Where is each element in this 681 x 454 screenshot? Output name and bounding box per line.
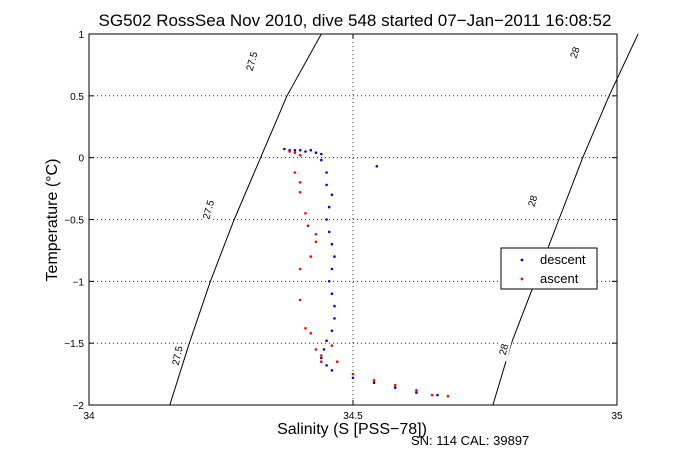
contour-label: 28 <box>569 45 583 59</box>
descent-point <box>351 376 355 380</box>
chart-title: SG502 RossSea Nov 2010, dive 548 started… <box>99 11 612 30</box>
ascent-point <box>314 348 318 351</box>
contour-label-bg <box>494 337 512 362</box>
descent-point <box>325 364 328 367</box>
contour-label: 28 <box>498 342 511 356</box>
descent-point <box>436 393 439 397</box>
descent-point <box>283 147 286 151</box>
ascent-point <box>320 354 323 357</box>
ascent-point <box>298 298 302 302</box>
legend-marker-ascent <box>520 277 524 281</box>
x-tick-label: 34.5 <box>343 411 363 422</box>
descent-point <box>327 230 331 234</box>
ascent-point <box>314 240 318 244</box>
descent-point <box>325 171 328 174</box>
contour-label: 27.5 <box>201 199 217 221</box>
descent-point <box>333 317 336 320</box>
descent-point <box>375 165 379 168</box>
ascent-point <box>288 150 291 153</box>
descent-point <box>325 218 328 221</box>
y-axis-label: Temperature (°C) <box>44 159 61 282</box>
legend-box <box>500 247 598 290</box>
ascent-point <box>306 224 310 227</box>
contour-label: 27.5 <box>245 50 261 72</box>
contour-label-bg <box>242 49 261 74</box>
descent-point <box>314 151 318 154</box>
x-axis-label: Salinity (S [PSS−78]) <box>277 421 427 438</box>
ascent-point <box>298 191 302 194</box>
contour-label-bg <box>169 343 186 368</box>
ascent-point <box>298 153 302 157</box>
calibration-footer: SN: 114 CAL: 39897 <box>411 433 529 448</box>
axis-ticks: 34 34.5 35 −2 −1.5 −1 −0.5 0 0.5 1 <box>64 30 623 422</box>
legend-label-ascent: ascent <box>540 271 579 286</box>
descent-point <box>330 329 334 333</box>
ascent-point <box>351 372 355 376</box>
y-tick-label: 0.5 <box>70 92 84 103</box>
descent-point <box>330 292 334 296</box>
descent-point <box>327 205 331 209</box>
ascent-point <box>415 388 418 392</box>
ascent-point <box>309 332 313 335</box>
ascent-point <box>304 212 307 215</box>
density-contour-line <box>492 33 639 406</box>
y-tick-label: −2 <box>73 401 85 412</box>
data-points <box>283 147 450 398</box>
descent-point <box>330 267 334 271</box>
descent-point <box>320 158 323 162</box>
descent-point <box>325 339 328 343</box>
ascent-point <box>314 233 318 236</box>
ascent-point <box>393 383 397 387</box>
descent-point <box>330 193 334 197</box>
descent-point <box>327 280 331 283</box>
descent-point <box>372 381 376 385</box>
descent-point <box>320 356 323 360</box>
descent-point <box>325 183 328 187</box>
contour-label-bg <box>199 197 217 222</box>
ascent-point <box>330 344 334 347</box>
contour-label-bg <box>523 188 542 214</box>
ascent-point <box>298 267 302 271</box>
descent-point <box>320 152 323 156</box>
descent-point <box>415 391 418 394</box>
contour-label: 28 <box>527 194 541 208</box>
y-tick-label: −1.5 <box>64 339 84 350</box>
density-contour-line <box>169 33 322 406</box>
ascent-point <box>446 395 450 398</box>
ascent-point <box>309 255 313 258</box>
descent-point <box>330 369 334 372</box>
descent-point <box>333 304 336 308</box>
descent-point <box>322 348 326 351</box>
descent-point <box>330 242 334 246</box>
legend: descent ascent <box>500 247 598 290</box>
contour-label-bg <box>565 40 584 65</box>
ascent-point <box>304 327 307 330</box>
descent-point <box>298 148 302 152</box>
x-tick-label: 35 <box>611 411 623 422</box>
descent-point <box>309 148 313 152</box>
contour-label: 27.5 <box>171 345 186 367</box>
ascent-point <box>293 171 297 174</box>
ascent-point <box>430 393 434 397</box>
ascent-point <box>293 151 297 154</box>
y-tick-label: −0.5 <box>64 216 84 227</box>
descent-point <box>393 386 397 390</box>
x-tick-label: 34 <box>83 411 95 422</box>
descent-point <box>293 148 297 152</box>
density-contours: 27.5 27.5 27.5 28 28 28 <box>169 33 639 406</box>
legend-label-descent: descent <box>540 252 586 267</box>
y-tick-label: 0 <box>78 154 84 165</box>
y-tick-label: 1 <box>78 30 84 41</box>
legend-marker-descent <box>520 258 524 262</box>
descent-point <box>304 150 307 153</box>
y-tick-label: −1 <box>73 277 85 288</box>
ascent-point <box>335 360 339 364</box>
ascent-point <box>298 181 302 184</box>
descent-point <box>333 255 336 258</box>
ascent-point <box>372 379 376 382</box>
ascent-point <box>320 360 323 364</box>
